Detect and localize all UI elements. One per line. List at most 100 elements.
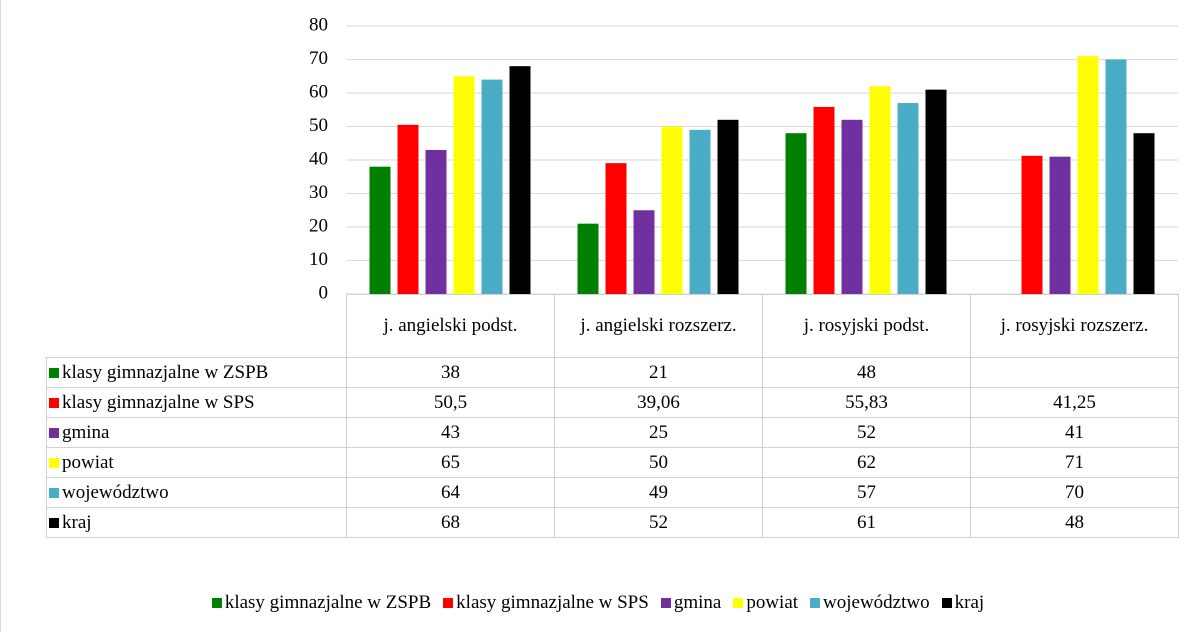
legend-item: gmina <box>660 592 722 614</box>
legend-item: powiat <box>733 592 798 614</box>
bar <box>1021 155 1043 294</box>
value-cell: 70 <box>970 477 1179 508</box>
bar <box>605 163 627 294</box>
y-tick-label: 40 <box>309 148 328 169</box>
legend-key <box>49 367 59 378</box>
legend-key <box>49 457 59 468</box>
legend-key <box>211 598 222 608</box>
value-cell: 48 <box>762 357 971 388</box>
legend-key <box>49 487 59 498</box>
value-cell: 41,25 <box>970 387 1179 418</box>
legend-key <box>733 598 744 608</box>
series-name-cell: kraj <box>46 507 347 538</box>
header-row: j. angielski podst. j. angielski rozszerz… <box>46 294 1179 358</box>
series-name-cell: gmina <box>46 417 347 448</box>
bar <box>1049 156 1071 294</box>
legend-key <box>49 517 59 528</box>
bar <box>481 79 503 294</box>
value-cell: 48 <box>970 507 1179 538</box>
bar <box>661 126 683 294</box>
legend-label: województwo <box>823 592 930 613</box>
category-label: j. angielski podst. <box>346 294 555 358</box>
legend-key <box>49 427 59 438</box>
table-row: powiat 65 50 62 71 <box>46 447 1179 478</box>
value-cell: 71 <box>970 447 1179 478</box>
value-cell: 62 <box>762 447 971 478</box>
y-tick-label: 0 <box>319 282 329 303</box>
value-cell <box>970 357 1179 388</box>
table-row: gmina 43 25 52 41 <box>46 417 1179 448</box>
y-tick-label: 10 <box>309 249 328 270</box>
value-cell: 57 <box>762 477 971 508</box>
value-cell: 21 <box>554 357 763 388</box>
bar <box>897 103 919 294</box>
value-cell: 38 <box>346 357 555 388</box>
value-cell: 43 <box>346 417 555 448</box>
bar <box>1133 133 1155 294</box>
legend-label: klasy gimnazjalne w SPS <box>456 592 649 613</box>
y-tick-label: 50 <box>309 115 328 136</box>
bar <box>925 89 947 295</box>
bar <box>1077 56 1099 295</box>
legend-item: klasy gimnazjalne w SPS <box>443 592 649 614</box>
bar <box>509 66 531 294</box>
table-row: klasy gimnazjalne w SPS 50,5 39,06 55,83 41,… <box>46 387 1179 418</box>
legend-key <box>443 598 454 608</box>
value-cell: 50 <box>554 447 763 478</box>
category-label: j. angielski rozszerz. <box>554 294 763 358</box>
bar <box>689 129 711 294</box>
series-name-cell: województwo <box>46 477 347 508</box>
series-name-cell: powiat <box>46 447 347 478</box>
category-label: j. rosyjski podst. <box>762 294 971 358</box>
table-row: klasy gimnazjalne w ZSPB 38 21 48 <box>46 357 1179 388</box>
value-cell: 65 <box>346 447 555 478</box>
legend-label: gmina <box>673 592 722 613</box>
table-row: kraj 68 52 61 48 <box>46 507 1179 538</box>
series-name-cell: klasy gimnazjalne w SPS <box>46 387 347 418</box>
legend-item: klasy gimnazjalne w ZSPB <box>211 592 432 614</box>
legend-key <box>49 397 59 408</box>
y-tick-label: 60 <box>309 81 328 102</box>
data-table: j. angielski podst. j. angielski rozszerz… <box>46 294 1179 538</box>
bar <box>717 119 739 294</box>
value-cell: 50,5 <box>346 387 555 418</box>
bar <box>813 106 835 294</box>
value-cell: 61 <box>762 507 971 538</box>
series-name-cell: klasy gimnazjalne w ZSPB <box>46 357 347 388</box>
bar <box>453 76 475 294</box>
value-cell: 39,06 <box>554 387 763 418</box>
bar <box>633 210 655 294</box>
series-name: klasy gimnazjalne w ZSPB <box>62 361 269 383</box>
legend-label: klasy gimnazjalne w ZSPB <box>224 592 432 613</box>
legend-key <box>660 598 671 608</box>
bar <box>397 124 419 294</box>
series-name: powiat <box>62 451 114 473</box>
series-name: gmina <box>62 421 110 443</box>
corner-cell <box>46 294 347 358</box>
legend-item: kraj <box>941 592 985 614</box>
series-name: kraj <box>62 511 92 533</box>
legend-key <box>941 598 952 608</box>
y-tick-label: 70 <box>309 48 328 69</box>
legend-label: powiat <box>746 592 799 613</box>
value-cell: 41 <box>970 417 1179 448</box>
value-cell: 25 <box>554 417 763 448</box>
category-label: j. rosyjski rozszerz. <box>970 294 1179 358</box>
y-tick-label: 20 <box>309 215 328 236</box>
legend-item: województwo <box>810 592 930 614</box>
series-name: województwo <box>62 481 169 503</box>
bar <box>425 149 447 294</box>
y-tick-label: 80 <box>309 14 328 35</box>
value-cell: 52 <box>762 417 971 448</box>
series-name: klasy gimnazjalne w SPS <box>62 391 255 413</box>
legend: klasy gimnazjalne w ZSPB klasy gimnazjaln… <box>1 592 1194 614</box>
value-cell: 49 <box>554 477 763 508</box>
legend-label: kraj <box>954 592 985 613</box>
bar <box>869 86 891 294</box>
bar <box>577 223 599 294</box>
y-tick-label: 30 <box>309 182 328 203</box>
legend-key <box>810 598 821 608</box>
bar <box>1105 59 1127 294</box>
bar <box>785 133 807 294</box>
